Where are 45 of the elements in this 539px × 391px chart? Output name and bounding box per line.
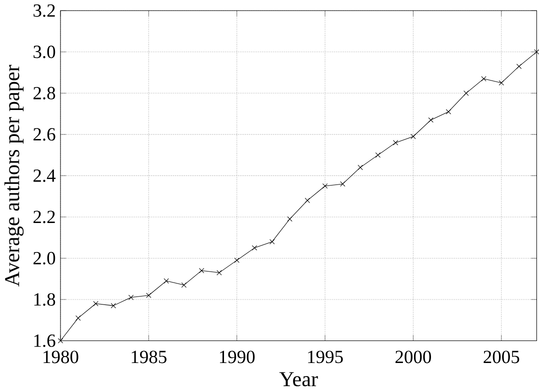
point — [198, 268, 204, 274]
point — [128, 294, 134, 300]
point — [446, 109, 452, 114]
point — [392, 140, 398, 146]
y-tick-label: 2.4 — [34, 170, 56, 182]
y-tick-label: 2.6 — [34, 128, 56, 141]
point — [464, 90, 469, 96]
point — [481, 76, 486, 82]
y-tick-label: 3.2 — [34, 4, 55, 18]
point — [252, 245, 258, 251]
x-tick-label: 1985 — [132, 350, 166, 364]
point — [322, 184, 328, 189]
point — [340, 181, 346, 187]
x-tick-label: 1995 — [308, 350, 343, 364]
point — [428, 118, 434, 123]
point — [287, 216, 292, 222]
point — [498, 80, 504, 86]
point — [76, 316, 81, 321]
point — [234, 258, 240, 264]
y-tick-label: 1.6 — [34, 334, 56, 348]
x-tick-label: 2005 — [484, 350, 520, 364]
y-tick-label: 2.2 — [34, 210, 55, 224]
point — [181, 282, 187, 288]
point — [270, 239, 275, 244]
y-tick-label: 1.8 — [34, 293, 56, 306]
point — [358, 164, 363, 170]
point — [146, 292, 152, 298]
point — [516, 64, 522, 70]
point — [164, 278, 169, 284]
point — [375, 152, 381, 158]
x-axis-title: Year — [279, 372, 318, 386]
y-axis-title: Average authors per paper — [4, 65, 24, 287]
point — [93, 301, 98, 306]
point — [534, 49, 539, 55]
x-tick-label: 2000 — [396, 350, 431, 364]
y-tick-label: 3.0 — [34, 46, 56, 58]
point — [216, 270, 222, 276]
point — [410, 134, 416, 140]
y-tick-label: 2.0 — [34, 252, 56, 265]
x-tick-label: 1980 — [44, 350, 78, 364]
point — [58, 338, 64, 344]
x-tick-label: 1990 — [220, 350, 255, 364]
point — [110, 303, 116, 308]
point — [304, 198, 310, 204]
y-tick-label: 2.8 — [34, 87, 56, 100]
